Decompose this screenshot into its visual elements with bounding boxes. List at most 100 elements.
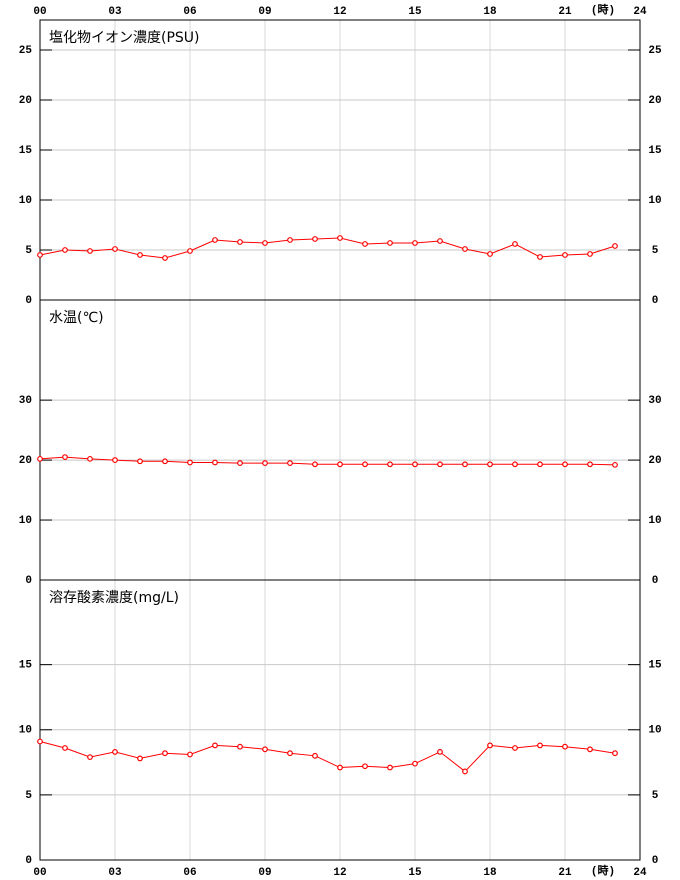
plot-frame (39, 579, 641, 861)
data-point (162, 458, 168, 465)
data-point (137, 755, 143, 762)
data-point (612, 750, 618, 757)
data-point (587, 251, 593, 257)
data-point (462, 768, 468, 775)
data-point (487, 461, 493, 468)
data-point (487, 251, 493, 257)
data-point (87, 248, 93, 254)
data-point (362, 461, 368, 468)
data-point (87, 455, 93, 462)
x-tick-label: 09 (258, 867, 271, 879)
y-tick-label-right: 25 (648, 45, 662, 57)
x-tick-label: 00 (33, 867, 46, 879)
data-point (187, 751, 193, 758)
x-tick-label: 00 (33, 6, 46, 18)
data-point (262, 746, 268, 753)
data-point (337, 235, 343, 241)
data-point (287, 460, 293, 466)
data-point (212, 237, 218, 243)
data-point (612, 243, 618, 249)
data-point (37, 455, 43, 462)
y-tick-label-right: 5 (652, 245, 659, 257)
x-tick-label: 15 (408, 6, 422, 18)
data-point (337, 764, 343, 771)
y-tick-label: 0 (25, 295, 32, 307)
data-point (462, 246, 468, 252)
x-tick-label: 21 (558, 867, 572, 879)
y-tick-label-right: 10 (648, 515, 661, 527)
y-tick-label-right: 20 (648, 95, 661, 107)
x-tick-label: 06 (183, 867, 196, 879)
data-point (287, 237, 293, 243)
x-axis-unit: (時) (591, 2, 615, 17)
data-point (137, 458, 143, 465)
data-point (362, 763, 368, 770)
y-tick-label: 0 (25, 575, 32, 587)
y-tick-label: 30 (19, 395, 32, 407)
data-point (412, 240, 418, 246)
x-tick-label: 03 (108, 6, 122, 18)
data-point (537, 461, 543, 468)
x-axis-unit: (時) (591, 863, 615, 878)
data-point (237, 460, 243, 466)
x-tick-label: 15 (408, 867, 422, 879)
x-tick-label: 24 (633, 6, 647, 18)
y-tick-label-right: 15 (648, 660, 662, 672)
x-tick-label: 21 (558, 6, 572, 18)
data-point (137, 252, 143, 258)
data-point (212, 459, 218, 466)
x-tick-label: 03 (108, 867, 122, 879)
data-point (112, 246, 118, 252)
data-point (112, 457, 118, 463)
data-point (112, 749, 118, 755)
data-point (212, 742, 218, 749)
data-point (62, 247, 68, 253)
data-point (62, 745, 68, 751)
x-tick-label: 12 (333, 6, 346, 18)
data-point (312, 236, 318, 242)
data-point (412, 760, 418, 767)
data-point (162, 255, 168, 261)
data-point (62, 454, 68, 460)
data-point (187, 248, 193, 254)
y-tick-label: 20 (19, 95, 32, 107)
y-tick-label: 25 (19, 45, 33, 57)
data-point (437, 461, 443, 468)
data-point (262, 240, 268, 246)
y-tick-label: 0 (25, 855, 32, 867)
data-line (39, 237, 616, 259)
data-point (87, 754, 93, 761)
data-point (562, 743, 568, 750)
y-tick-label: 5 (25, 790, 32, 802)
data-point (37, 738, 43, 745)
y-tick-label: 10 (19, 195, 32, 207)
data-point (512, 745, 518, 751)
data-point (512, 461, 518, 468)
y-tick-label-right: 5 (652, 790, 659, 802)
data-point (362, 241, 368, 247)
x-tick-label: 24 (633, 867, 647, 879)
y-tick-label-right: 0 (652, 855, 659, 867)
y-tick-label-right: 30 (648, 395, 661, 407)
data-point (312, 752, 318, 759)
data-point (462, 461, 468, 468)
data-point (437, 749, 443, 755)
data-point (412, 461, 418, 468)
data-line (39, 456, 616, 466)
data-point (587, 461, 593, 468)
data-line (39, 741, 616, 773)
data-point (387, 240, 393, 246)
data-point (612, 461, 618, 468)
data-point (512, 241, 518, 247)
y-tick-label: 15 (19, 145, 33, 157)
data-point (262, 460, 268, 466)
y-tick-label: 20 (19, 455, 32, 467)
x-tick-label: 06 (183, 6, 196, 18)
y-tick-label-right: 0 (652, 295, 659, 307)
panel-title: 塩化物イオン濃度(PSU) (49, 30, 200, 46)
data-point (537, 742, 543, 749)
data-point (162, 750, 168, 757)
x-tick-label: 18 (483, 6, 497, 18)
data-point (487, 742, 493, 749)
data-point (337, 461, 343, 468)
